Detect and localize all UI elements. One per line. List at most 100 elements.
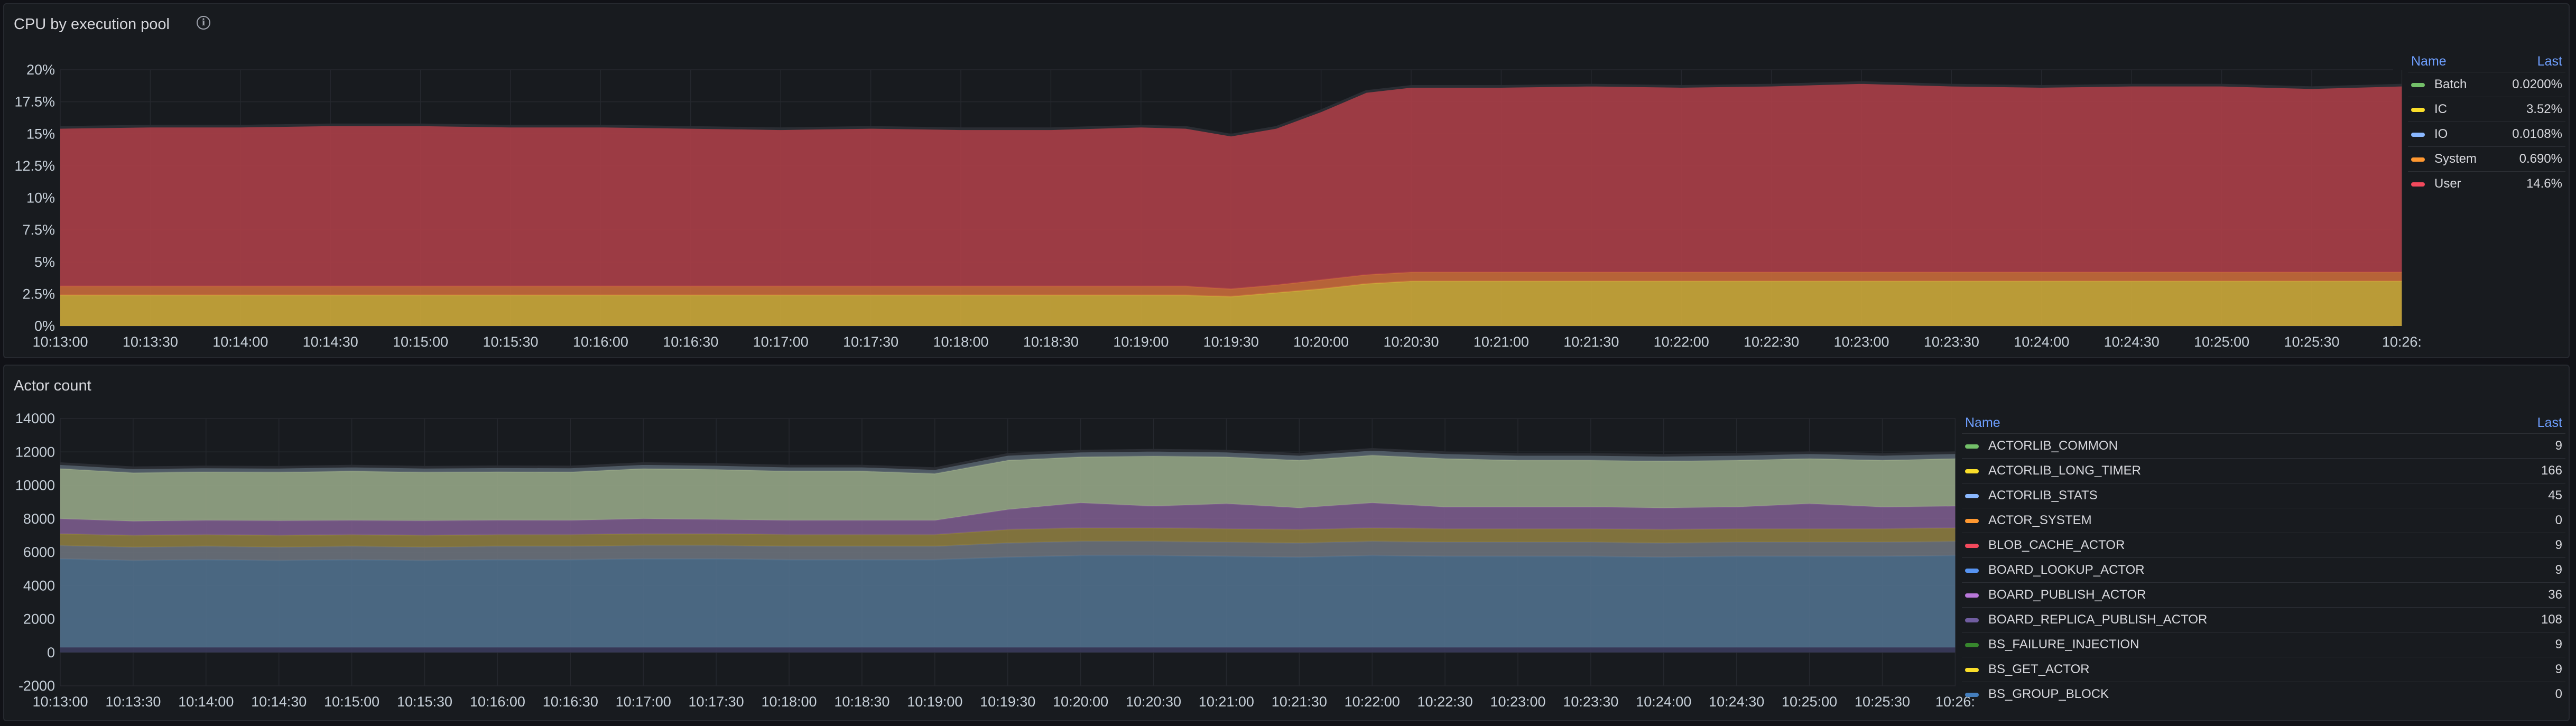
legend-last-value: 0.0200%	[2496, 72, 2565, 97]
y-tick-label: 5%	[34, 254, 55, 270]
legend-series-name[interactable]: BOARD_LOOKUP_ACTOR	[1962, 557, 2498, 583]
actor-area-chart[interactable]: -2000 0 2000 4000 6000 8000 10000 12000 14000 10:…	[4, 366, 2571, 722]
legend-name-header[interactable]: Name	[2411, 53, 2447, 69]
x-tick-label: 10:19:30	[980, 694, 1035, 710]
legend-series-name[interactable]: BS_GROUP_BLOCK	[1962, 682, 2498, 706]
legend-label: ACTOR_SYSTEM	[1988, 513, 2092, 527]
x-tick-label: 10:19:00	[1113, 334, 1169, 350]
legend-series-name[interactable]: ACTOR_SYSTEM	[1962, 508, 2498, 533]
x-tick-label: 10:13:00	[32, 694, 88, 710]
legend-swatch	[2411, 107, 2425, 112]
y-tick-label: 12.5%	[14, 158, 55, 174]
legend-series-name[interactable]: BOARD_PUBLISH_ACTOR	[1962, 582, 2498, 608]
x-tick-label: 10:24:00	[1636, 694, 1691, 710]
legend-row[interactable]: ACTOR_SYSTEM 0	[1962, 508, 2565, 533]
series-area	[60, 502, 1956, 536]
series-area	[60, 647, 1956, 653]
legend-swatch	[1965, 568, 1979, 573]
legend-label: IO	[2434, 127, 2448, 141]
actor-count-panel: Actor count -2000 0 2000 4000 6000 8000 10000 1…	[3, 365, 2570, 721]
legend-row[interactable]: BLOB_CACHE_ACTOR 9	[1962, 533, 2565, 558]
legend-series-name[interactable]: BS_FAILURE_INJECTION	[1962, 632, 2498, 657]
x-tick-label: 10:21:00	[1199, 694, 1254, 710]
y-tick-label: 15%	[26, 126, 55, 142]
legend-row[interactable]: Batch 0.0200%	[2408, 72, 2565, 97]
legend-last-value: 9	[2498, 657, 2565, 682]
legend-series-name[interactable]: Batch	[2408, 72, 2496, 97]
legend-last-value: 9	[2498, 433, 2565, 459]
legend-last-header[interactable]: Last	[2537, 53, 2562, 69]
y-tick-label: 12000	[15, 444, 55, 460]
x-tick-label: 10:16:00	[470, 694, 525, 710]
legend-row[interactable]: User 14.6%	[2408, 171, 2565, 196]
y-tick-label: 10%	[26, 190, 55, 206]
legend-label: IC	[2434, 102, 2447, 116]
legend-series-name[interactable]: IC	[2408, 97, 2496, 122]
legend-label: BS_GROUP_BLOCK	[1988, 687, 2109, 701]
x-tick-label: 10:20:30	[1126, 694, 1181, 710]
legend-last-value: 9	[2498, 557, 2565, 583]
legend-label: BOARD_LOOKUP_ACTOR	[1988, 563, 2145, 577]
legend-swatch	[1965, 518, 1979, 523]
legend-last-value: 108	[2498, 607, 2565, 632]
legend-row[interactable]: BS_GROUP_BLOCK 0	[1962, 682, 2565, 706]
x-tick-label: 10:23:30	[1563, 694, 1618, 710]
x-tick-label: 10:14:30	[251, 694, 307, 710]
legend-row[interactable]: BOARD_LOOKUP_ACTOR 9	[1962, 557, 2565, 583]
legend-swatch	[1965, 444, 1979, 449]
legend-series-name[interactable]: IO	[2408, 122, 2496, 147]
legend-row[interactable]: ACTORLIB_COMMON 9	[1962, 433, 2565, 459]
x-tick-label: 10:23:00	[1490, 694, 1545, 710]
x-tick-label: 10:13:00	[32, 334, 88, 350]
x-tick-label: 10:20:00	[1293, 334, 1349, 350]
legend-row[interactable]: System 0.690%	[2408, 146, 2565, 172]
legend-last-value: 36	[2498, 582, 2565, 608]
legend-row[interactable]: IO 0.0108%	[2408, 122, 2565, 147]
legend-series-name[interactable]: ACTORLIB_COMMON	[1962, 433, 2498, 459]
x-tick-label: 10:25:30	[1855, 694, 1910, 710]
legend-last-value: 0.0108%	[2496, 122, 2565, 147]
legend-series-name[interactable]: BOARD_REPLICA_PUBLISH_ACTOR	[1962, 607, 2498, 632]
legend-label: BOARD_REPLICA_PUBLISH_ACTOR	[1988, 612, 2208, 627]
y-tick-label: 7.5%	[22, 222, 55, 238]
y-tick-label: -2000	[18, 678, 55, 694]
legend-series-name[interactable]: ACTORLIB_STATS	[1962, 483, 2498, 508]
x-tick-label: 10:22:00	[1654, 334, 1709, 350]
y-tick-label: 2000	[23, 611, 55, 627]
legend-row[interactable]: ACTORLIB_LONG_TIMER 166	[1962, 458, 2565, 483]
legend-label: BOARD_PUBLISH_ACTOR	[1988, 588, 2146, 602]
info-icon[interactable]: i	[197, 16, 210, 30]
legend-series-name[interactable]: BLOB_CACHE_ACTOR	[1962, 533, 2498, 558]
legend-row[interactable]: ACTORLIB_STATS 45	[1962, 483, 2565, 508]
legend-row[interactable]: BS_GET_ACTOR 9	[1962, 657, 2565, 682]
x-tick-label: 10:24:00	[2014, 334, 2069, 350]
legend-name-header[interactable]: Name	[1965, 415, 2000, 430]
legend-series-name[interactable]: ACTORLIB_LONG_TIMER	[1962, 458, 2498, 483]
series-area	[60, 82, 2402, 289]
legend-swatch	[1965, 543, 1979, 548]
legend-last-value: 0	[2498, 682, 2565, 706]
x-tick-label: 10:21:30	[1563, 334, 1619, 350]
legend-last-value: 0	[2498, 508, 2565, 533]
x-tick-label: 10:19:00	[907, 694, 962, 710]
legend-last-header[interactable]: Last	[2537, 415, 2562, 430]
legend-swatch	[1965, 593, 1979, 598]
x-tick-label: 10:18:30	[834, 694, 889, 710]
x-tick-label: 10:22:30	[1417, 694, 1473, 710]
legend-row[interactable]: IC 3.52%	[2408, 97, 2565, 122]
x-tick-label: 10:14:00	[178, 694, 234, 710]
legend-series-name[interactable]: System	[2408, 146, 2496, 172]
y-tick-label: 20%	[26, 62, 55, 78]
legend-series-name[interactable]: User	[2408, 171, 2496, 196]
x-tick-label: 10:24:30	[1709, 694, 1764, 710]
x-tick-label: 10:22:00	[1345, 694, 1400, 710]
legend-row[interactable]: BOARD_REPLICA_PUBLISH_ACTOR 108	[1962, 607, 2565, 632]
x-tick-label: 10:17:00	[616, 694, 671, 710]
x-tick-label: 10:13:30	[105, 694, 161, 710]
legend-series-name[interactable]: BS_GET_ACTOR	[1962, 657, 2498, 682]
x-tick-label: 10:15:00	[324, 694, 379, 710]
legend-row[interactable]: BS_FAILURE_INJECTION 9	[1962, 632, 2565, 657]
cpu-area-chart[interactable]: 0% 2.5% 5% 7.5% 10% 12.5% 15% 17.5% 20% 10:13:00 1…	[4, 4, 2571, 359]
legend-last-value: 45	[2498, 483, 2565, 508]
legend-row[interactable]: BOARD_PUBLISH_ACTOR 36	[1962, 582, 2565, 608]
